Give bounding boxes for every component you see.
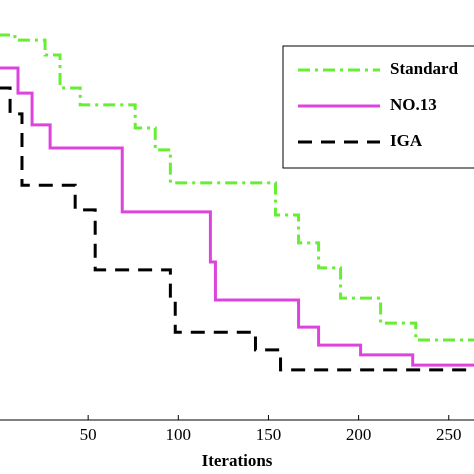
- legend-label: IGA: [390, 131, 423, 150]
- x-tick-label: 100: [166, 425, 192, 444]
- x-tick-label: 200: [346, 425, 372, 444]
- legend-label: NO.13: [390, 95, 437, 114]
- x-tick-label: 150: [256, 425, 282, 444]
- x-axis-label: Iterations: [202, 451, 273, 470]
- series-line: [0, 86, 474, 372]
- x-tick-label: 50: [80, 425, 97, 444]
- x-tick-label: 250: [436, 425, 462, 444]
- series-line: [0, 33, 474, 342]
- series-line: [0, 66, 474, 367]
- legend-label: Standard: [390, 59, 459, 78]
